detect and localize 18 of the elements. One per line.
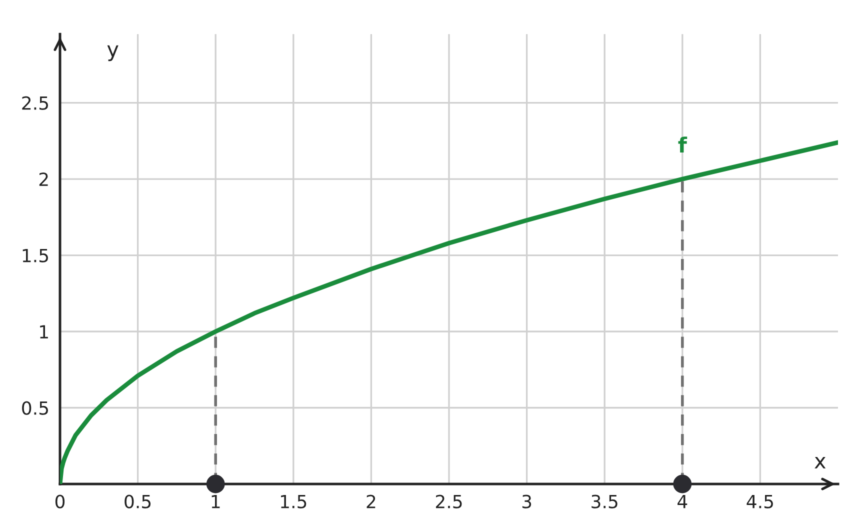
series-label: f — [678, 136, 688, 152]
x-tick-label: 2 — [366, 494, 376, 508]
x-tick-label: 1.5 — [281, 494, 306, 508]
x-tick-label: 3 — [522, 494, 532, 508]
y-tick-label: 1 — [40, 325, 48, 338]
x-tick-label: 0 — [55, 494, 65, 508]
x-tick-label: 4.5 — [746, 494, 773, 508]
x-tick-label: 2.5 — [436, 494, 462, 508]
x-tick-label: 3.5 — [592, 494, 618, 508]
y-tick-label: 1.5 — [22, 248, 48, 262]
y-axis-title: y — [107, 45, 118, 62]
x-tick-label: 0.5 — [124, 494, 151, 508]
x-tick-label: 4 — [678, 494, 688, 508]
y-tick-label: 2 — [39, 172, 48, 186]
x-tick-label: 1 — [212, 494, 220, 508]
y-tick-label: 0.5 — [22, 401, 48, 415]
x-axis-title: x — [814, 457, 826, 468]
y-tick-label: 2.5 — [22, 96, 48, 110]
